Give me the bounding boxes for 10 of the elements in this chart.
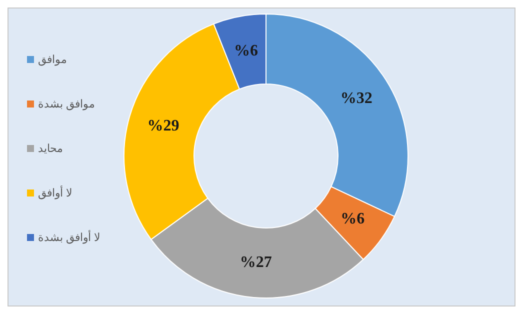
data-label: %6	[234, 42, 258, 60]
legend-label: موافق بشدة	[38, 98, 96, 110]
data-label: %6	[340, 210, 365, 228]
legend-label: موافق	[38, 54, 67, 66]
data-label: %27	[240, 254, 272, 272]
legend-label: لا أوافق بشدة	[38, 230, 100, 244]
legend-label: لا أوافق	[38, 186, 72, 200]
legend-label: محايد	[38, 143, 63, 155]
data-label: %29	[147, 118, 180, 135]
data-label: %32	[340, 90, 372, 108]
